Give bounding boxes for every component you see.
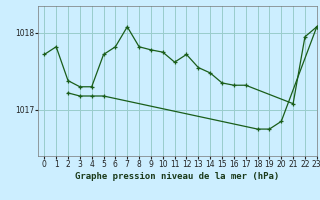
X-axis label: Graphe pression niveau de la mer (hPa): Graphe pression niveau de la mer (hPa) bbox=[76, 172, 280, 181]
